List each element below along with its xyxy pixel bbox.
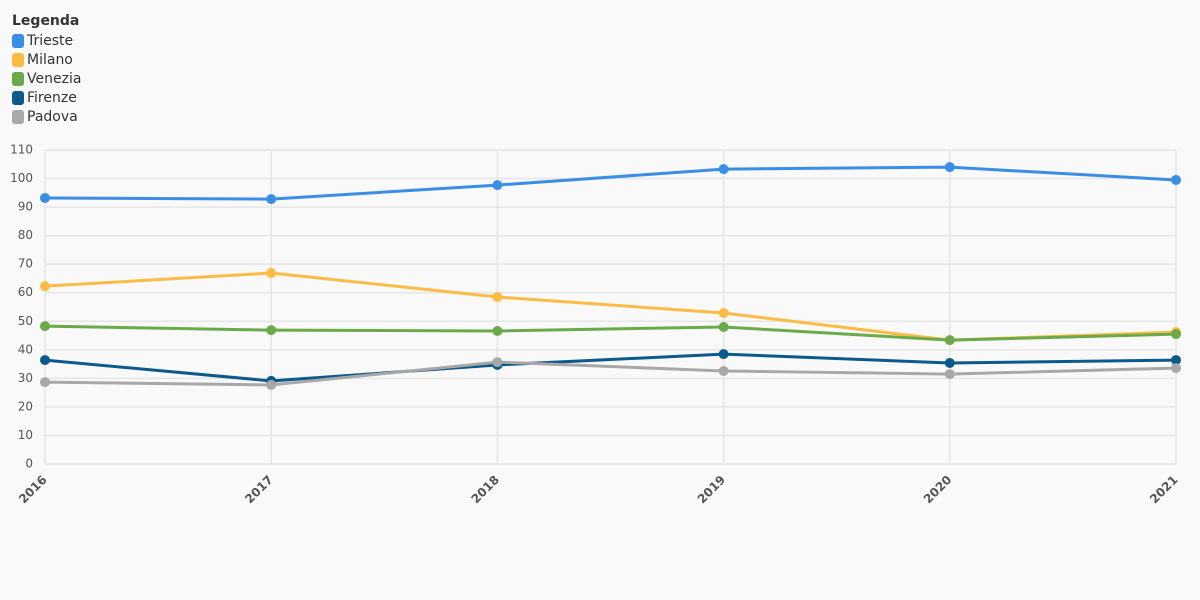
series-line	[44, 352, 1177, 383]
data-point	[266, 379, 277, 390]
legend-title: Legenda	[12, 13, 79, 29]
data-point	[492, 180, 503, 191]
legend-swatch[interactable]	[12, 34, 24, 48]
y-tick-label: 0	[25, 457, 33, 471]
y-tick-label: 80	[18, 228, 33, 242]
data-point	[40, 192, 50, 203]
data-point	[40, 281, 50, 292]
data-point	[944, 162, 955, 173]
data-point	[718, 307, 729, 318]
data-point	[266, 325, 277, 336]
legend-swatch[interactable]	[12, 110, 24, 124]
data-point	[266, 268, 277, 279]
data-point	[1171, 355, 1181, 366]
data-point	[1171, 174, 1181, 185]
data-point	[718, 365, 729, 376]
y-tick-label: 90	[18, 200, 33, 214]
data-point	[944, 357, 955, 368]
y-tick-label: 30	[18, 371, 33, 385]
legend-label[interactable]: Trieste	[26, 33, 73, 49]
y-tick-label: 10	[18, 428, 33, 442]
legend-swatch[interactable]	[12, 53, 24, 67]
y-tick-label: 40	[18, 342, 33, 356]
data-point	[718, 164, 729, 175]
legend-label[interactable]: Padova	[27, 109, 78, 125]
y-tick-label: 70	[18, 257, 33, 271]
series-line	[44, 324, 1177, 342]
series-line	[44, 165, 1177, 201]
legend-label[interactable]: Venezia	[27, 71, 81, 87]
y-tick-label: 60	[18, 285, 33, 299]
data-point	[40, 355, 50, 366]
legend-swatch[interactable]	[12, 72, 24, 86]
data-point	[944, 369, 955, 380]
y-tick-label: 110	[10, 143, 33, 157]
data-point	[718, 349, 729, 360]
legend-label[interactable]: Firenze	[27, 90, 77, 106]
data-point	[40, 321, 50, 332]
data-point	[944, 335, 955, 346]
legend-swatch[interactable]	[12, 91, 24, 105]
series-line	[44, 360, 1177, 387]
data-point	[1171, 363, 1181, 374]
data-point	[718, 321, 729, 332]
data-point	[492, 325, 503, 336]
data-point	[40, 377, 50, 388]
y-tick-label: 100	[10, 171, 33, 185]
y-tick-label: 50	[18, 314, 33, 328]
data-point	[492, 357, 503, 368]
data-point	[492, 292, 503, 303]
data-point	[266, 194, 277, 205]
legend-label[interactable]: Milano	[27, 52, 73, 68]
y-tick-label: 20	[18, 399, 33, 413]
data-point	[1171, 329, 1181, 340]
